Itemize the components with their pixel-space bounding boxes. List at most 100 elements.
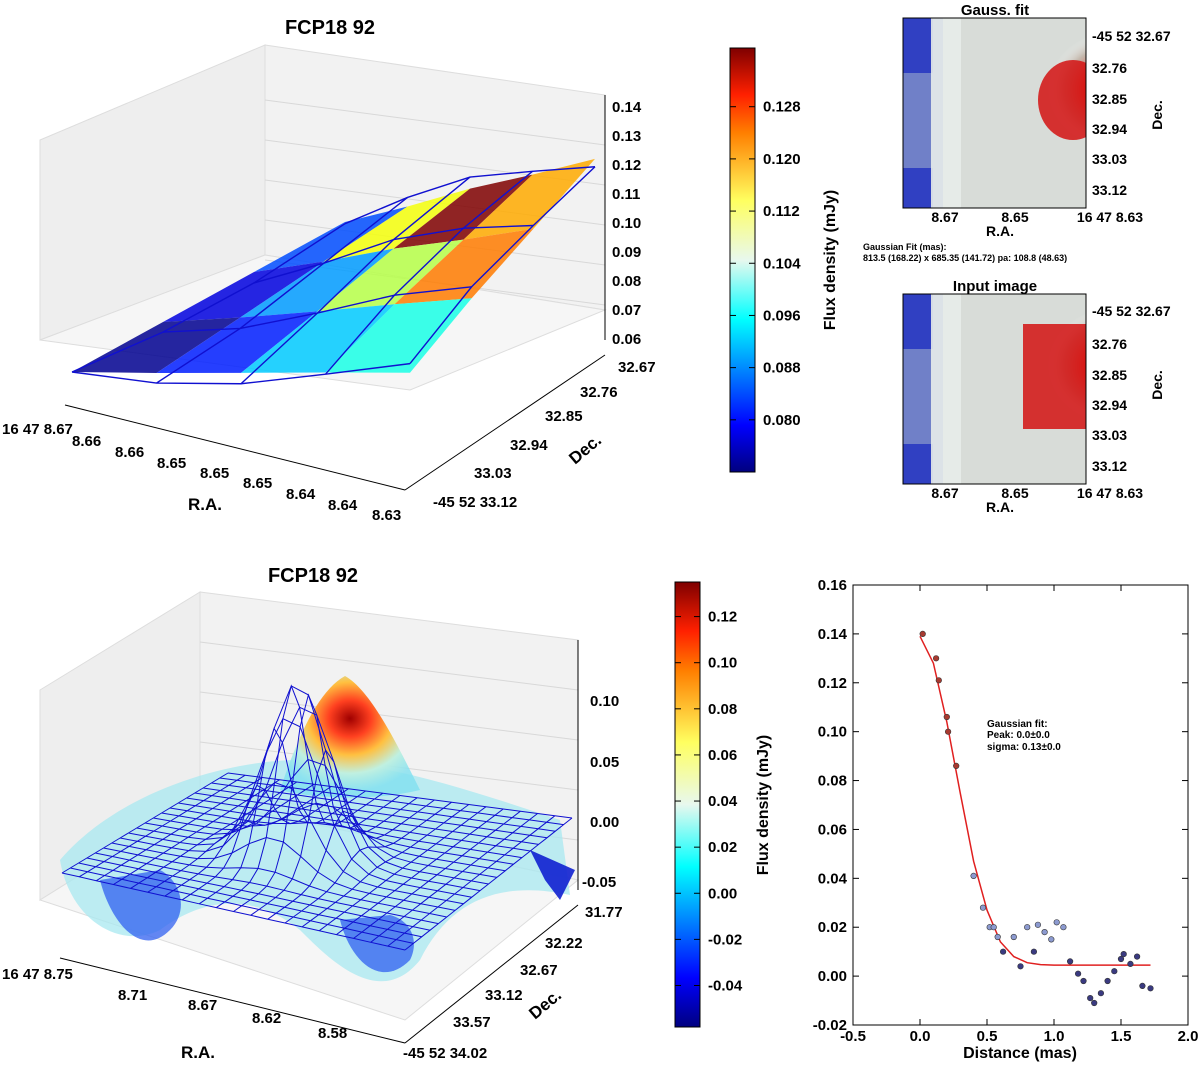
x-tick: 16 47 8.75	[2, 966, 73, 983]
colorbar-tick-label: 0.120	[763, 151, 801, 168]
surface-top-xaxis	[64, 404, 406, 491]
y-tick-label: 0.04	[818, 870, 848, 887]
data-point	[1041, 928, 1048, 936]
mesh-line	[267, 799, 435, 920]
mesh-line	[233, 693, 401, 912]
z-tick: 0.10	[612, 215, 641, 232]
y-tick: 32.76	[1092, 60, 1127, 76]
colorbar-top: 0.128 0.120 0.112 0.104 0.096 0.088 0.080 Flux…	[729, 47, 839, 473]
wire-line	[409, 166, 596, 365]
surface-cell	[317, 239, 464, 312]
surface-bottom-x-ticks: 16 47 8.75 8.71 8.67 8.62 8.58	[2, 966, 347, 1042]
gridline	[199, 691, 579, 741]
data-point	[1074, 970, 1082, 977]
z-tick: 0.11	[612, 186, 640, 203]
data-point	[1111, 968, 1118, 975]
gauss-fit-annotation-text: 813.5 (168.22) x 685.35 (141.72) pa: 108…	[863, 253, 1067, 263]
colorbar-tick-label: 0.04	[708, 793, 738, 810]
colorbar-tick-label: 0.088	[763, 360, 801, 377]
surface-top-x-ticks: 16 47 8.67 8.66 8.66 8.65 8.65 8.65 8.64…	[2, 421, 401, 524]
input-image-y-ticks: -45 52 32.67 32.76 32.85 32.94 33.03 33.…	[1092, 303, 1171, 474]
z-tick: 0.14	[612, 99, 642, 116]
y-tick-label: 0.08	[818, 773, 847, 790]
data-point	[1080, 977, 1087, 985]
data-point	[1104, 977, 1111, 985]
data-point	[990, 924, 997, 931]
data-point	[953, 762, 960, 770]
y-tick: 31.77	[585, 904, 623, 921]
x-tick: 16 47 8.67	[2, 421, 73, 438]
y-tick: -45 52 34.02	[403, 1045, 487, 1062]
mesh-line	[203, 787, 548, 839]
data-point	[944, 728, 952, 735]
z-tick: 0.12	[612, 157, 641, 174]
gauss-fit-title: Gauss. fit	[961, 2, 1029, 19]
colorbar-tick-label: 0.00	[708, 885, 737, 902]
x-tick-label: -0.5	[840, 1028, 866, 1045]
x-tick: 8.65	[200, 465, 229, 482]
surface-cell	[463, 158, 595, 240]
surface-bottom-xaxis	[59, 957, 406, 1044]
mesh-line	[353, 810, 521, 939]
gauss-fit-y-ticks: -45 52 32.67 32.76 32.85 32.94 33.03 33.…	[1092, 28, 1171, 198]
surface-bottom-title: FCP18 92	[268, 565, 358, 587]
colorbar-bottom: 0.12 0.10 0.08 0.06 0.04 0.02 0.00 -0.02 -0.04 F…	[674, 581, 772, 1028]
profile-annotation-peak: Peak: 0.0±0.0	[987, 730, 1050, 741]
colorbar-tick-label: 0.112	[763, 203, 800, 220]
x-tick: 8.65	[157, 455, 186, 472]
profile-tickmarks	[852, 584, 1189, 1026]
data-point	[1010, 933, 1017, 941]
profile-points	[919, 630, 1154, 1007]
colorbar-bottom-bar	[674, 581, 701, 1028]
mesh-line	[336, 808, 504, 935]
data-point	[1053, 919, 1060, 926]
mesh-line	[178, 802, 522, 859]
surface-top-title: FCP18 92	[285, 17, 375, 39]
y-tick: 32.67	[618, 359, 656, 376]
y-tick: 32.94	[1092, 121, 1127, 137]
profile-annotation: Gaussian fit: Peak: 0.0±0.0 sigma: 0.13±…	[987, 719, 1061, 753]
z-tick: 0.00	[590, 814, 619, 831]
input-image-frame	[902, 293, 1087, 485]
colorbar-tick-label: 0.08	[708, 701, 737, 718]
x-tick: 16 47 8.63	[1077, 209, 1143, 225]
profile-annotation-title: Gaussian fit:	[987, 719, 1048, 730]
z-tick: 0.10	[590, 693, 619, 710]
data-point	[1139, 982, 1146, 990]
y-tick: 32.85	[545, 408, 583, 425]
surface-panel-top: FCP18 92 16 47 8.67 8.66 8.66 8.65 8.65 …	[2, 17, 656, 524]
mesh-line	[219, 777, 564, 826]
mesh-line	[370, 813, 538, 943]
data-point	[979, 904, 987, 911]
data-point	[1017, 963, 1024, 970]
surface-cell	[72, 317, 241, 373]
surface-cell	[254, 206, 408, 272]
y-tick: -45 52 33.12	[433, 494, 517, 511]
data-point	[1127, 960, 1134, 968]
colorbar-tick-label: 0.080	[763, 412, 801, 429]
y-tick: 33.03	[1092, 427, 1127, 443]
surface-bottom-trough-right	[530, 850, 575, 900]
data-point	[1091, 999, 1098, 1007]
colorbar-tick-label: 0.12	[708, 609, 737, 626]
y-tick: -45 52 32.67	[1092, 303, 1171, 319]
mesh-line	[211, 782, 556, 832]
data-point	[1120, 950, 1127, 958]
y-tick-label: -0.02	[813, 1017, 847, 1034]
y-tick: 32.76	[1092, 336, 1127, 352]
mesh-line	[194, 792, 539, 845]
data-point	[999, 948, 1007, 955]
y-tick: 32.94	[510, 437, 548, 454]
gridline	[264, 99, 606, 146]
surface-bottom-ylabel: Dec.	[525, 985, 565, 1023]
colorbar-tick-label: 0.10	[708, 655, 737, 672]
z-tick: 0.08	[612, 273, 641, 290]
x-tick-label: 1.5	[1111, 1028, 1132, 1045]
wire-line	[240, 176, 471, 385]
profile-y-ticks: 0.16 0.14 0.12 0.10 0.08 0.06 0.04 0.02 0.00 -0.0…	[813, 577, 848, 1034]
surface-bottom-y-ticks: 31.77 32.22 32.67 33.12 33.57 -45 52 34.…	[403, 904, 623, 1062]
colorbar-tick-label: 0.06	[708, 747, 737, 764]
z-tick: 0.07	[612, 302, 641, 319]
x-tick: 8.67	[931, 485, 958, 501]
